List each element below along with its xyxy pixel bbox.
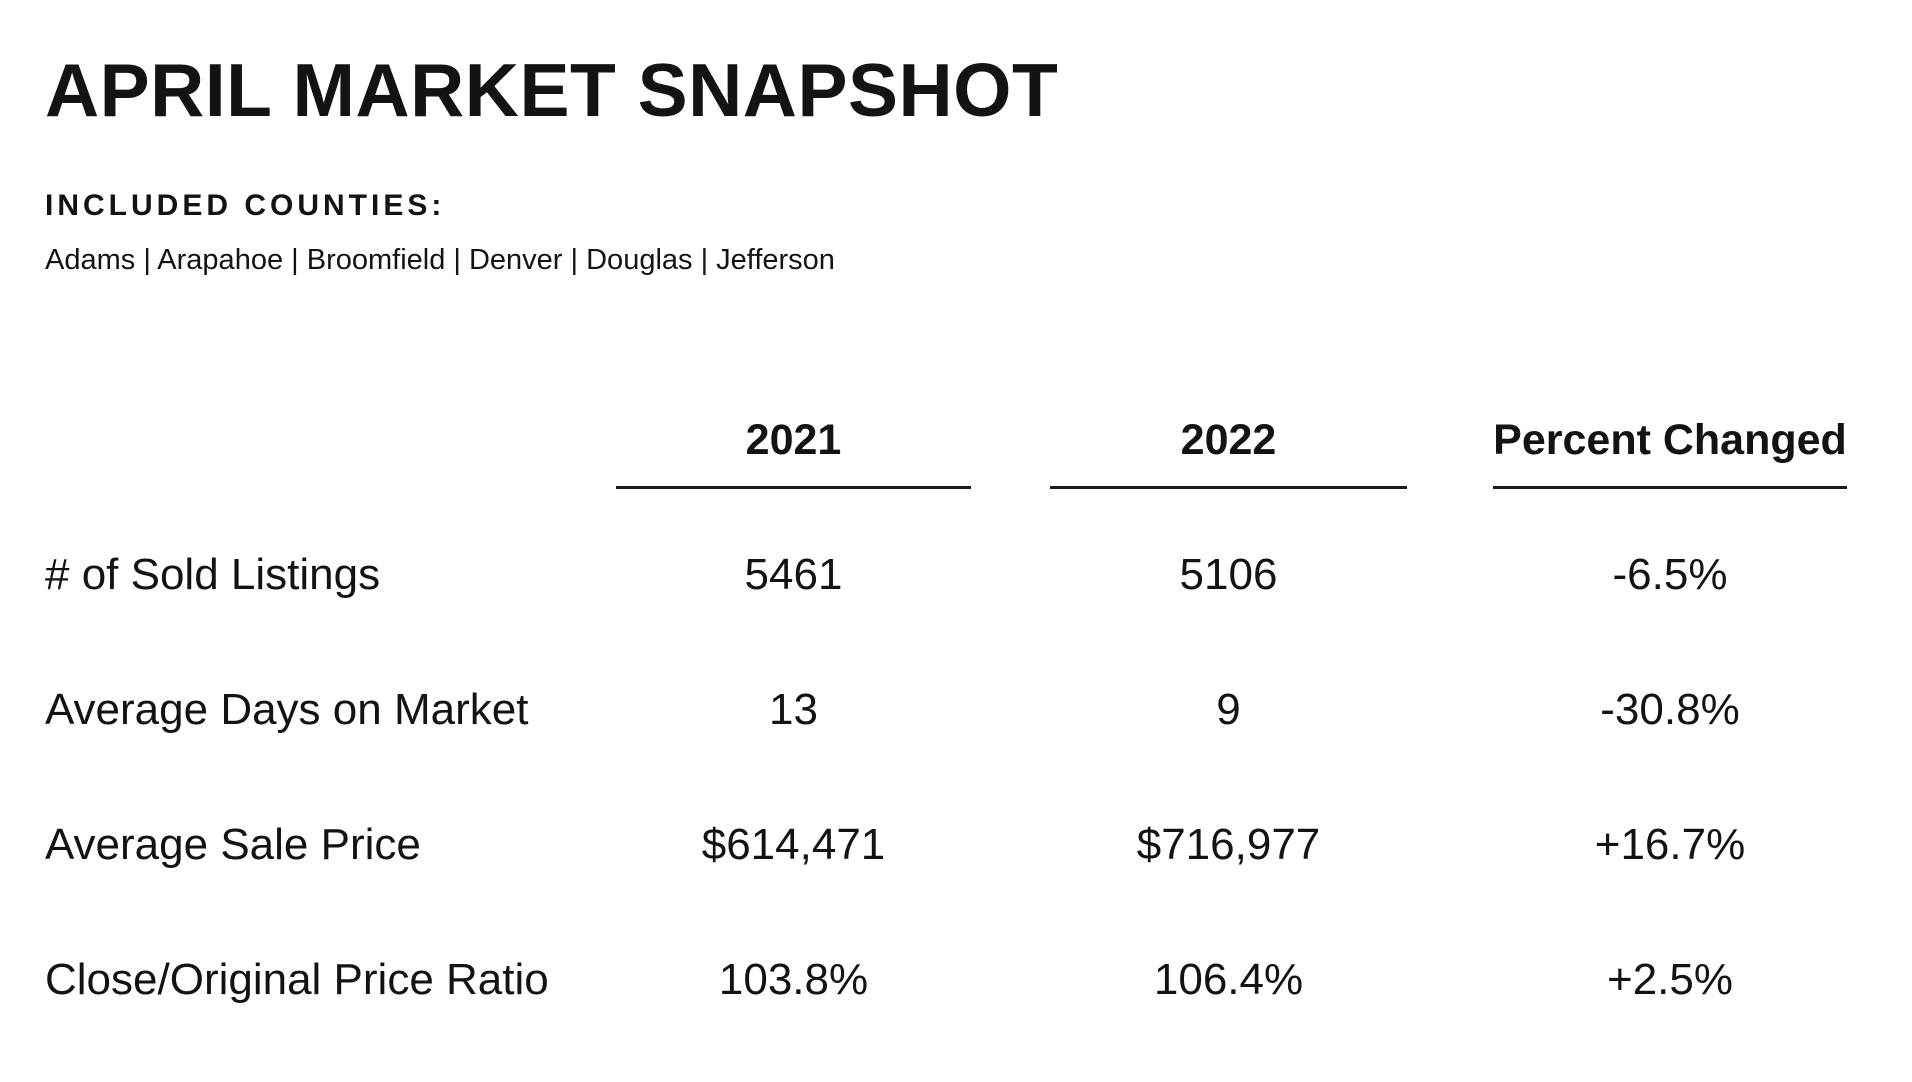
snapshot-table: 2021 2022 Percent Changed # of Sold List… [45, 419, 1912, 1047]
table-body: # of Sold Listings 5461 5106 -6.5% Avera… [45, 507, 1912, 1047]
column-header-percent-changed: Percent Changed [1493, 419, 1847, 489]
value-percent-changed: +16.7% [1594, 819, 1746, 869]
included-counties-label: INCLUDED COUNTIES: [45, 189, 446, 222]
counties-list: Adams | Arapahoe | Broomfield | Denver |… [45, 244, 835, 276]
row-label-sold-listings: # of Sold Listings [45, 549, 381, 599]
column-header-2021: 2021 [616, 419, 971, 489]
value-percent-changed: +2.5% [1607, 954, 1733, 1004]
page-title: APRIL MARKET SNAPSHOT [45, 48, 1059, 132]
value-percent-changed: -6.5% [1612, 549, 1728, 599]
column-header-2022: 2022 [1050, 419, 1407, 489]
row-label-close-original-price-ratio: Close/Original Price Ratio [45, 954, 549, 1004]
value-2022: $716,977 [1136, 819, 1321, 869]
value-2022: 5106 [1179, 549, 1278, 599]
table-row: Average Days on Market 13 9 -30.8% [45, 642, 1912, 777]
table-row: # of Sold Listings 5461 5106 -6.5% [45, 507, 1912, 642]
table-row: Close/Original Price Ratio 103.8% 106.4%… [45, 912, 1912, 1047]
value-2021: 103.8% [718, 954, 869, 1004]
value-2022: 9 [1216, 684, 1241, 734]
table-row: Average Sale Price $614,471 $716,977 +16… [45, 777, 1912, 912]
row-label-days-on-market: Average Days on Market [45, 684, 529, 734]
row-label-average-sale-price: Average Sale Price [45, 819, 421, 869]
value-percent-changed: -30.8% [1600, 684, 1740, 734]
value-2021: $614,471 [701, 819, 886, 869]
value-2021: 13 [769, 684, 818, 734]
table-header-row: 2021 2022 Percent Changed [45, 419, 1912, 489]
value-2021: 5461 [744, 549, 843, 599]
value-2022: 106.4% [1153, 954, 1304, 1004]
